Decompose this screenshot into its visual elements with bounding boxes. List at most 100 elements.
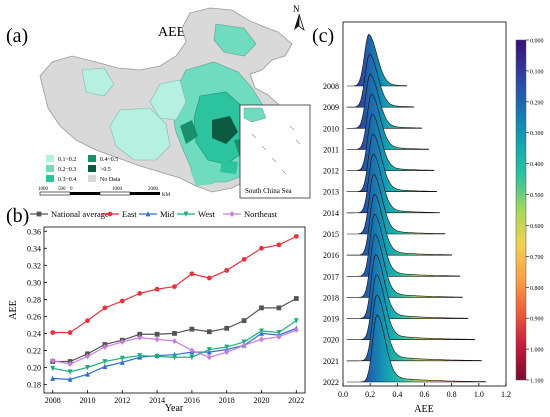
colorbar-tick-label: 0.600 <box>530 224 544 230</box>
data-point <box>241 339 247 345</box>
line-chart-panel: (b) National average East Mid West Northeast… <box>6 205 306 414</box>
y-tick-label: 0.26 <box>27 312 41 321</box>
data-point <box>241 318 247 324</box>
ridgeline-panel: (c) 2008 2009 2010 2011 2012 2013 2014 2015 2016… <box>312 21 544 415</box>
data-point <box>259 336 264 343</box>
panel-a-label: (a) <box>6 25 28 47</box>
ridge-area <box>346 113 435 171</box>
data-point <box>206 329 212 335</box>
colorbar <box>515 39 527 381</box>
line-chart-plot-area <box>43 226 306 394</box>
ridge-year-label: 2013 <box>323 188 339 197</box>
x-tick-label: 0.4 <box>392 390 402 399</box>
data-point <box>119 355 125 361</box>
legend-swatch <box>46 165 54 172</box>
ridge-year-label: 2020 <box>323 336 339 345</box>
data-point <box>276 305 282 311</box>
data-point <box>102 305 108 311</box>
data-point <box>189 354 195 361</box>
legend-label: East <box>122 209 137 219</box>
legend-swatch <box>46 155 54 162</box>
ridge-year-label: 2014 <box>323 209 339 218</box>
data-point <box>137 334 143 341</box>
data-point <box>293 327 299 334</box>
data-point <box>154 331 160 337</box>
legend-swatch <box>88 155 96 162</box>
x-tick-label: 2018 <box>219 396 235 405</box>
x-tick-label: 0.0 <box>338 390 348 399</box>
legend-swatch <box>88 175 96 182</box>
legend-label: Mid <box>160 209 175 219</box>
data-point <box>276 330 282 336</box>
legend-label: 0.3~0.4 <box>58 177 76 183</box>
ridge-year-label: 2012 <box>323 167 339 176</box>
legend-swatch <box>88 165 96 172</box>
legend-label: No Data <box>100 177 120 183</box>
ridge-year-label: 2009 <box>323 103 339 112</box>
data-point <box>172 354 177 361</box>
scale-tick: 0 <box>70 187 73 192</box>
scale-tick: 2000 <box>148 187 159 192</box>
data-point <box>189 326 195 332</box>
colorbar-tick-label: 0.500 <box>530 193 544 199</box>
data-point <box>172 331 177 336</box>
line-chart-xlabel: Year <box>165 403 184 414</box>
ridge-year-label: 2017 <box>323 272 339 281</box>
map-title: AEE <box>158 25 185 40</box>
y-tick-label: 0.18 <box>27 380 41 389</box>
ridge-area <box>345 133 438 193</box>
ridge-area <box>346 153 440 214</box>
y-tick-label: 0.34 <box>27 244 41 253</box>
ridgeline-xlabel: AEE <box>414 404 433 415</box>
data-point <box>241 256 247 262</box>
inset-label: South China Sea <box>245 187 293 195</box>
x-tick-label: 2022 <box>288 396 304 405</box>
south-china-sea-inset: South China Sea <box>239 104 311 199</box>
data-point <box>50 357 56 364</box>
ridge-year-label: 2019 <box>323 315 339 324</box>
data-point <box>119 338 125 345</box>
data-point <box>154 286 160 292</box>
x-tick-label: 0.6 <box>420 390 430 399</box>
colorbar-tick-label: 0.700 <box>530 255 544 261</box>
ridge-area <box>345 213 461 277</box>
ridge-area <box>346 253 469 319</box>
data-point <box>172 338 177 345</box>
data-point <box>259 245 264 251</box>
data-point <box>154 353 160 360</box>
data-point <box>293 233 299 239</box>
data-point <box>276 333 282 340</box>
data-point <box>67 361 73 368</box>
ridge-area <box>345 274 476 341</box>
colorbar-tick-label: 0.000 <box>530 39 544 45</box>
data-point <box>241 342 247 349</box>
ridge-year-label: 2015 <box>323 230 339 239</box>
scale-unit: KM <box>162 193 171 198</box>
ridge-year-label: 2010 <box>323 124 339 133</box>
data-point <box>259 328 264 334</box>
ridge-area <box>347 314 486 383</box>
data-point <box>293 318 299 324</box>
ridge-year-label: 2021 <box>323 357 339 366</box>
data-point <box>206 275 212 281</box>
data-point <box>36 211 42 217</box>
legend-label: 0.4~0.5 <box>100 157 118 163</box>
data-point <box>206 354 212 361</box>
colorbar-tick-label: 1.000 <box>530 348 544 354</box>
data-point <box>119 359 125 365</box>
ridge-year-label: 2016 <box>323 251 339 260</box>
colorbar-tick-label: 0.400 <box>530 162 544 168</box>
x-tick-label: 0.8 <box>447 390 457 399</box>
data-point <box>229 211 235 217</box>
legend-label: National average <box>51 209 109 219</box>
data-point <box>154 336 160 343</box>
x-tick-label: 0.2 <box>365 390 375 399</box>
x-tick-label: 2008 <box>45 396 61 405</box>
data-point <box>85 353 90 360</box>
data-point <box>183 211 189 217</box>
panel-b-label: (b) <box>6 205 29 227</box>
legend-swatch <box>46 175 54 182</box>
x-tick-label: 2012 <box>114 396 130 405</box>
x-tick-label: 1.2 <box>501 390 511 399</box>
north-label: N <box>293 4 300 14</box>
